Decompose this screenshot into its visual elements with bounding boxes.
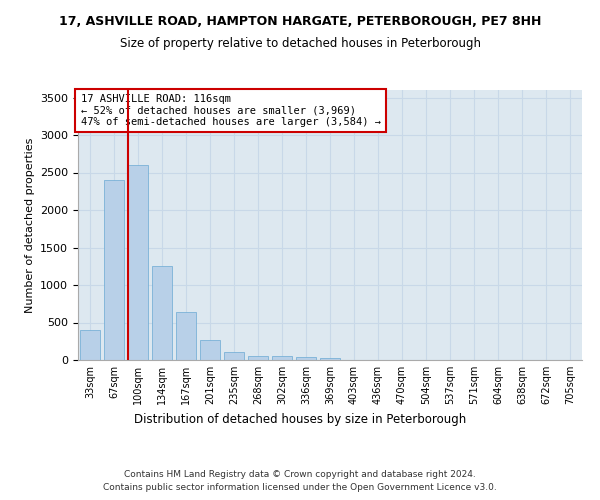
Bar — [200, 340, 220, 360]
Text: 17 ASHVILLE ROAD: 116sqm
← 52% of detached houses are smaller (3,969)
47% of sem: 17 ASHVILLE ROAD: 116sqm ← 52% of detach… — [80, 94, 380, 127]
Bar — [80, 330, 100, 360]
Bar — [296, 358, 316, 360]
Text: 17, ASHVILLE ROAD, HAMPTON HARGATE, PETERBOROUGH, PE7 8HH: 17, ASHVILLE ROAD, HAMPTON HARGATE, PETE… — [59, 15, 541, 28]
Bar — [128, 165, 148, 360]
Text: Contains HM Land Registry data © Crown copyright and database right 2024.: Contains HM Land Registry data © Crown c… — [124, 470, 476, 479]
Bar — [152, 266, 172, 360]
Text: Contains public sector information licensed under the Open Government Licence v3: Contains public sector information licen… — [103, 482, 497, 492]
Bar — [272, 356, 292, 360]
Bar — [320, 358, 340, 360]
Bar — [104, 180, 124, 360]
Bar — [248, 356, 268, 360]
Bar — [176, 312, 196, 360]
Text: Size of property relative to detached houses in Peterborough: Size of property relative to detached ho… — [119, 38, 481, 51]
Bar — [224, 352, 244, 360]
Y-axis label: Number of detached properties: Number of detached properties — [25, 138, 35, 312]
Text: Distribution of detached houses by size in Peterborough: Distribution of detached houses by size … — [134, 412, 466, 426]
